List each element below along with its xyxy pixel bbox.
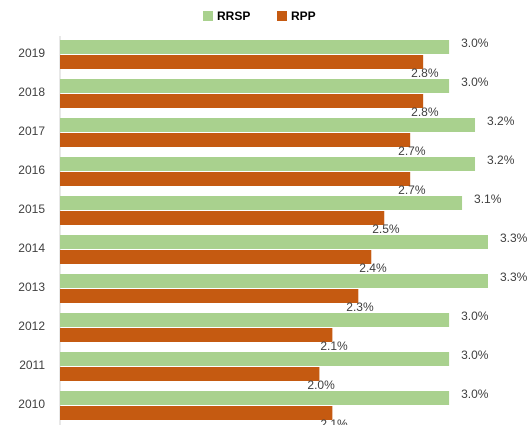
value-label: 3.3%	[500, 231, 528, 245]
bar	[60, 235, 488, 249]
bar	[60, 40, 450, 54]
value-label: 3.2%	[487, 114, 515, 128]
y-tick-label: 2012	[18, 319, 45, 333]
bar	[60, 55, 424, 69]
value-label: 2.8%	[411, 105, 439, 119]
bar	[60, 274, 488, 288]
y-tick-label: 2010	[18, 397, 45, 411]
value-label: 2.5%	[372, 222, 400, 236]
bar	[60, 211, 385, 225]
bar	[60, 94, 424, 108]
value-label: 3.0%	[461, 348, 489, 362]
value-label: 2.7%	[398, 183, 426, 197]
bar	[60, 79, 450, 93]
value-label: 3.3%	[500, 270, 528, 284]
bar	[60, 250, 372, 264]
y-tick-label: 2019	[18, 46, 45, 60]
bar	[60, 289, 359, 303]
value-label: 2.1%	[320, 417, 348, 425]
value-label: 3.1%	[474, 192, 502, 206]
bar	[60, 196, 463, 210]
value-label: 3.0%	[461, 309, 489, 323]
value-label: 2.1%	[320, 339, 348, 353]
value-label: 3.0%	[461, 75, 489, 89]
bar	[60, 172, 411, 186]
value-label: 2.8%	[411, 66, 439, 80]
bar	[60, 133, 411, 147]
legend-label: RRSP	[217, 9, 250, 23]
bar	[60, 313, 450, 327]
value-label: 3.0%	[461, 387, 489, 401]
value-label: 3.2%	[487, 153, 515, 167]
y-tick-label: 2017	[18, 124, 45, 138]
y-tick-label: 2014	[18, 241, 45, 255]
y-tick-label: 2016	[18, 163, 45, 177]
value-label: 2.0%	[307, 378, 335, 392]
bar	[60, 391, 450, 405]
y-tick-label: 2015	[18, 202, 45, 216]
bar	[60, 328, 333, 342]
bar	[60, 157, 476, 171]
legend-label: RPP	[291, 9, 316, 23]
bar	[60, 367, 320, 381]
bar	[60, 118, 476, 132]
bar	[60, 352, 450, 366]
legend-swatch	[203, 11, 213, 21]
value-label: 3.0%	[461, 36, 489, 50]
bar	[60, 406, 333, 420]
value-label: 2.4%	[359, 261, 387, 275]
y-tick-label: 2013	[18, 280, 45, 294]
value-label: 2.3%	[346, 300, 374, 314]
legend-swatch	[277, 11, 287, 21]
value-label: 2.7%	[398, 144, 426, 158]
y-tick-label: 2011	[19, 358, 45, 372]
y-tick-label: 2018	[18, 85, 45, 99]
